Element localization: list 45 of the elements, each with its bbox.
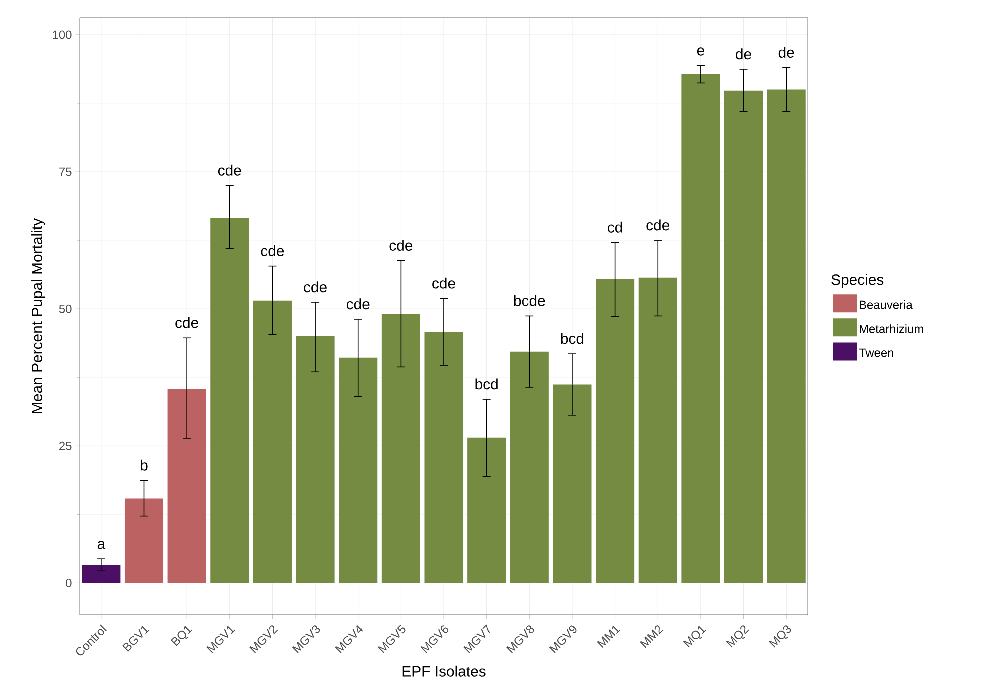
annotation: cde	[432, 278, 456, 289]
annotation: cde	[346, 298, 370, 310]
annotation: de	[736, 48, 752, 60]
bar	[682, 74, 720, 584]
x-axis-title: EPF Isolates	[402, 666, 486, 677]
bar	[638, 278, 678, 584]
annotation: a	[98, 541, 106, 550]
legend-title: Species	[832, 274, 884, 288]
bar	[82, 565, 121, 584]
annotation: cde	[218, 164, 242, 176]
legend-label: Metarhizium	[860, 324, 924, 334]
bar	[296, 336, 335, 584]
annotation: bcd	[476, 378, 498, 390]
annotation: cde	[304, 282, 327, 293]
bar	[424, 332, 464, 584]
annotation: e	[697, 48, 704, 56]
y-tick-label: 75	[60, 168, 72, 176]
y-tick-label: 100	[53, 30, 72, 40]
bar	[124, 498, 164, 584]
bar	[253, 300, 292, 584]
annotation: cde	[176, 317, 198, 328]
bar	[596, 279, 635, 584]
annotation: bcd	[561, 333, 584, 344]
bar	[168, 389, 206, 584]
y-axis-title: Mean Percent Pupal Mortality	[32, 218, 46, 414]
annotation: cd	[608, 222, 622, 233]
annotation: de	[778, 47, 794, 58]
legend-label: Beauveria	[860, 300, 913, 310]
y-tick-label: 25	[60, 442, 72, 450]
bar	[553, 384, 592, 584]
bar	[510, 352, 549, 584]
bar	[724, 90, 764, 584]
y-tick-label: 0	[66, 578, 72, 588]
annotation: cde	[646, 220, 670, 231]
annotation: cde	[390, 240, 413, 251]
bar	[468, 438, 506, 584]
bar	[767, 90, 806, 584]
bar	[382, 314, 420, 584]
bar	[210, 218, 250, 584]
annotation: bcde	[514, 295, 546, 306]
legend-label: Tween	[859, 348, 894, 358]
bar	[339, 358, 378, 584]
y-tick-label: 50	[59, 304, 72, 314]
annotation: b	[141, 460, 148, 471]
annotation: cde	[261, 245, 284, 256]
